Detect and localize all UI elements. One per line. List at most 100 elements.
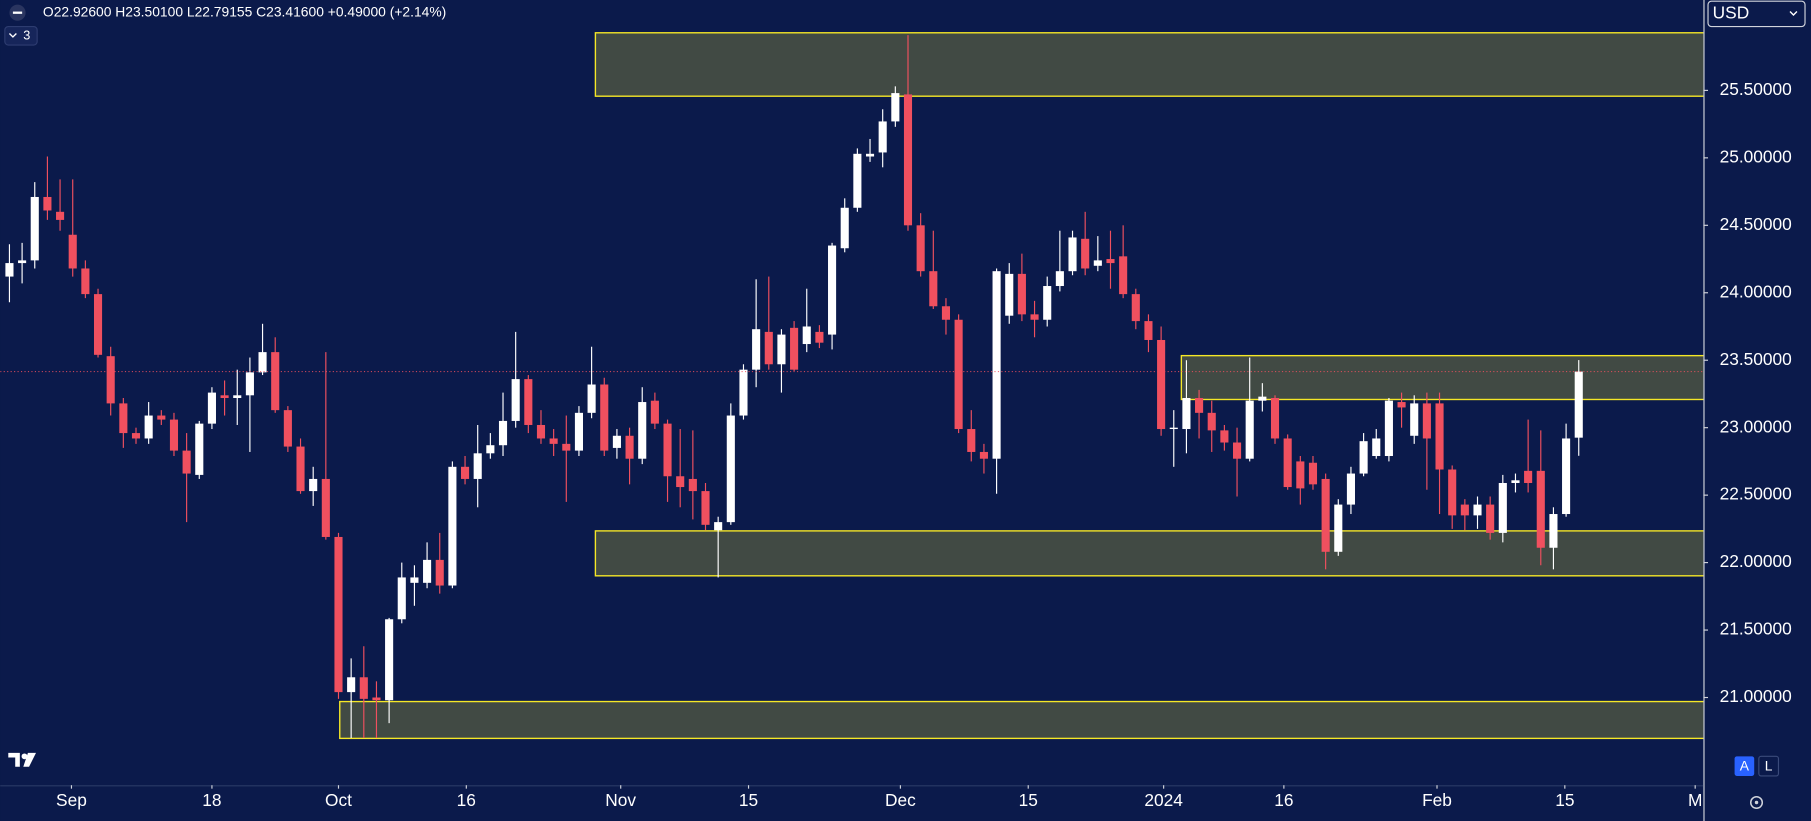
candle-body xyxy=(625,435,634,459)
y-tick-label: 24.50000 xyxy=(1720,214,1792,234)
candle-body xyxy=(93,294,103,355)
candle-body xyxy=(1220,430,1229,443)
zone xyxy=(1180,354,1704,401)
candle-body xyxy=(1055,271,1064,287)
x-tick-label: 16 xyxy=(457,790,476,810)
candle-body xyxy=(1270,397,1280,439)
candle-body xyxy=(1498,482,1507,533)
candle-body xyxy=(587,384,596,413)
candle-body xyxy=(397,577,406,620)
candle-body xyxy=(992,271,1001,459)
candle-body xyxy=(359,677,368,699)
x-tick-label: 2024 xyxy=(1144,790,1183,810)
candle-body xyxy=(1372,438,1381,457)
candle-body xyxy=(18,260,27,264)
chevron-icon xyxy=(8,32,17,38)
candle-body xyxy=(752,329,761,370)
indicators-toggle[interactable] xyxy=(4,25,38,46)
candle-body xyxy=(1296,461,1305,489)
x-tick-label: Nov xyxy=(605,790,636,810)
settings-icon-dot xyxy=(1754,800,1759,805)
candle-body xyxy=(233,395,242,398)
candle-body xyxy=(878,121,887,153)
candle-body xyxy=(941,306,951,320)
y-tick-label: 21.50000 xyxy=(1720,619,1792,639)
plot-area xyxy=(0,32,1704,740)
y-tick-label: 25.00000 xyxy=(1720,146,1792,166)
y-tick-label: 25.50000 xyxy=(1720,79,1792,99)
candle-body xyxy=(954,319,963,430)
candle-body xyxy=(1005,273,1014,316)
candle-body xyxy=(840,207,849,249)
candle-body xyxy=(549,438,558,444)
auto-scale-button[interactable] xyxy=(1734,756,1755,776)
candle-body xyxy=(1562,438,1571,515)
candle-body xyxy=(511,379,520,421)
candle-body xyxy=(410,577,419,583)
candle-body xyxy=(473,453,482,479)
candle-body xyxy=(169,419,179,451)
logo-part xyxy=(23,752,37,767)
candle-body xyxy=(1195,397,1204,413)
candle-body xyxy=(131,433,141,439)
candle-body xyxy=(207,392,216,424)
y-tick-label: 21.00000 xyxy=(1720,686,1792,706)
x-tick-label: Oct xyxy=(325,790,352,810)
candle-body xyxy=(714,522,723,531)
candle-body xyxy=(979,451,988,459)
candle-body xyxy=(220,395,229,398)
log-scale-label: L xyxy=(1765,757,1773,773)
candle-body xyxy=(853,153,862,208)
candle-body xyxy=(688,478,697,492)
currency-select[interactable] xyxy=(1707,0,1806,28)
candle-body xyxy=(1144,321,1153,340)
candle-body xyxy=(68,234,77,269)
log-scale-button[interactable] xyxy=(1758,755,1780,777)
candle-body xyxy=(309,478,318,492)
logo-part xyxy=(8,752,20,767)
candle-body xyxy=(498,420,508,446)
candle-body xyxy=(1131,294,1140,322)
candle-body xyxy=(790,327,799,370)
candle-body xyxy=(448,466,457,586)
settings-icon[interactable] xyxy=(1749,796,1764,810)
candle-body xyxy=(650,400,659,424)
candle-body xyxy=(1283,438,1292,488)
candle-body xyxy=(815,331,824,343)
candle-body xyxy=(182,450,191,474)
candle-body xyxy=(1207,412,1216,431)
y-tick-label: 24.00000 xyxy=(1720,281,1792,301)
candle-body xyxy=(157,415,166,420)
zone xyxy=(594,32,1704,97)
candle-body xyxy=(1422,403,1431,439)
candle-body xyxy=(1359,441,1368,474)
candle-body xyxy=(1524,470,1533,483)
zone xyxy=(339,700,1704,740)
candle-body xyxy=(1308,462,1318,485)
candle-body xyxy=(1093,260,1102,266)
candle-body xyxy=(321,478,330,537)
candle-body xyxy=(1106,259,1115,264)
candle-body xyxy=(347,677,356,693)
candle-body xyxy=(1574,371,1583,438)
candle-body xyxy=(385,619,394,701)
ohlc-legend: O22.92600 H23.50100 L22.79155 C23.41600 … xyxy=(43,3,446,19)
candle-body xyxy=(638,402,647,459)
candle-body xyxy=(296,446,305,492)
x-tick-label: 15 xyxy=(1019,790,1038,810)
candle-body xyxy=(1017,273,1026,315)
candle-body xyxy=(1511,480,1520,483)
candle-body xyxy=(1410,403,1419,436)
candle-body xyxy=(574,412,583,451)
candle-body xyxy=(891,93,900,122)
candle-body xyxy=(764,331,773,365)
candle-body xyxy=(30,196,39,261)
y-tick-label: 23.50000 xyxy=(1720,349,1792,369)
candle-body xyxy=(119,403,128,434)
x-tick-label: Feb xyxy=(1422,790,1452,810)
candle-body xyxy=(1081,238,1090,269)
x-tick-label: 15 xyxy=(1555,790,1574,810)
indicators-count: 3 xyxy=(23,29,30,43)
candle-body xyxy=(258,352,267,373)
candle-body xyxy=(334,536,343,693)
